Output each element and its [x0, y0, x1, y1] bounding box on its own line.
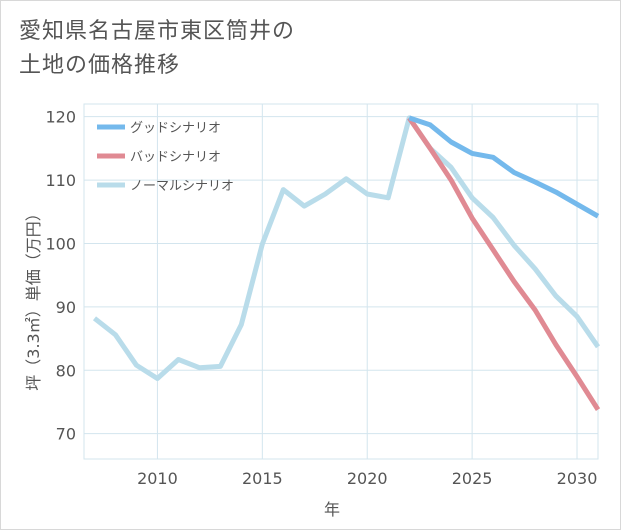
- axis-layer: 70 80 90 100 110 120 2010 2015 2020 2025 2030: [45, 108, 597, 488]
- x-tick-label: 2025: [452, 469, 493, 488]
- chart-title-line-1: 愛知県名古屋市東区筒井の: [19, 19, 296, 44]
- x-tick-label: 2020: [347, 469, 388, 488]
- y-tick-label: 120: [45, 108, 76, 127]
- y-tick-label: 80: [56, 361, 76, 380]
- series-line-bad: [407, 116, 601, 411]
- x-axis-title: 年: [324, 500, 340, 519]
- series-line-normal: [92, 115, 601, 381]
- y-tick-label: 90: [56, 298, 76, 317]
- y-tick-label: 100: [45, 234, 76, 253]
- chart-title-line-2: 土地の価格推移: [19, 53, 181, 78]
- x-tick-label: 2030: [557, 469, 598, 488]
- legend-label-bad: バッドシナリオ: [130, 150, 221, 165]
- x-tick-label: 2010: [137, 469, 178, 488]
- chart-title: 愛知県名古屋市東区筒井の 土地の価格推移: [19, 15, 359, 83]
- y-tick-label: 110: [45, 171, 76, 190]
- legend-label-normal: ノーマルシナリオ: [130, 179, 234, 194]
- series-layer: [92, 115, 601, 411]
- x-tick-label: 2015: [242, 469, 283, 488]
- y-axis-title: 坪（3.3㎡）単価（万円）: [24, 205, 43, 390]
- series-line-good: [408, 115, 600, 219]
- plot-border: [83, 103, 599, 460]
- y-tick-label: 70: [56, 425, 76, 444]
- legend-label-good: グッドシナリオ: [130, 121, 221, 136]
